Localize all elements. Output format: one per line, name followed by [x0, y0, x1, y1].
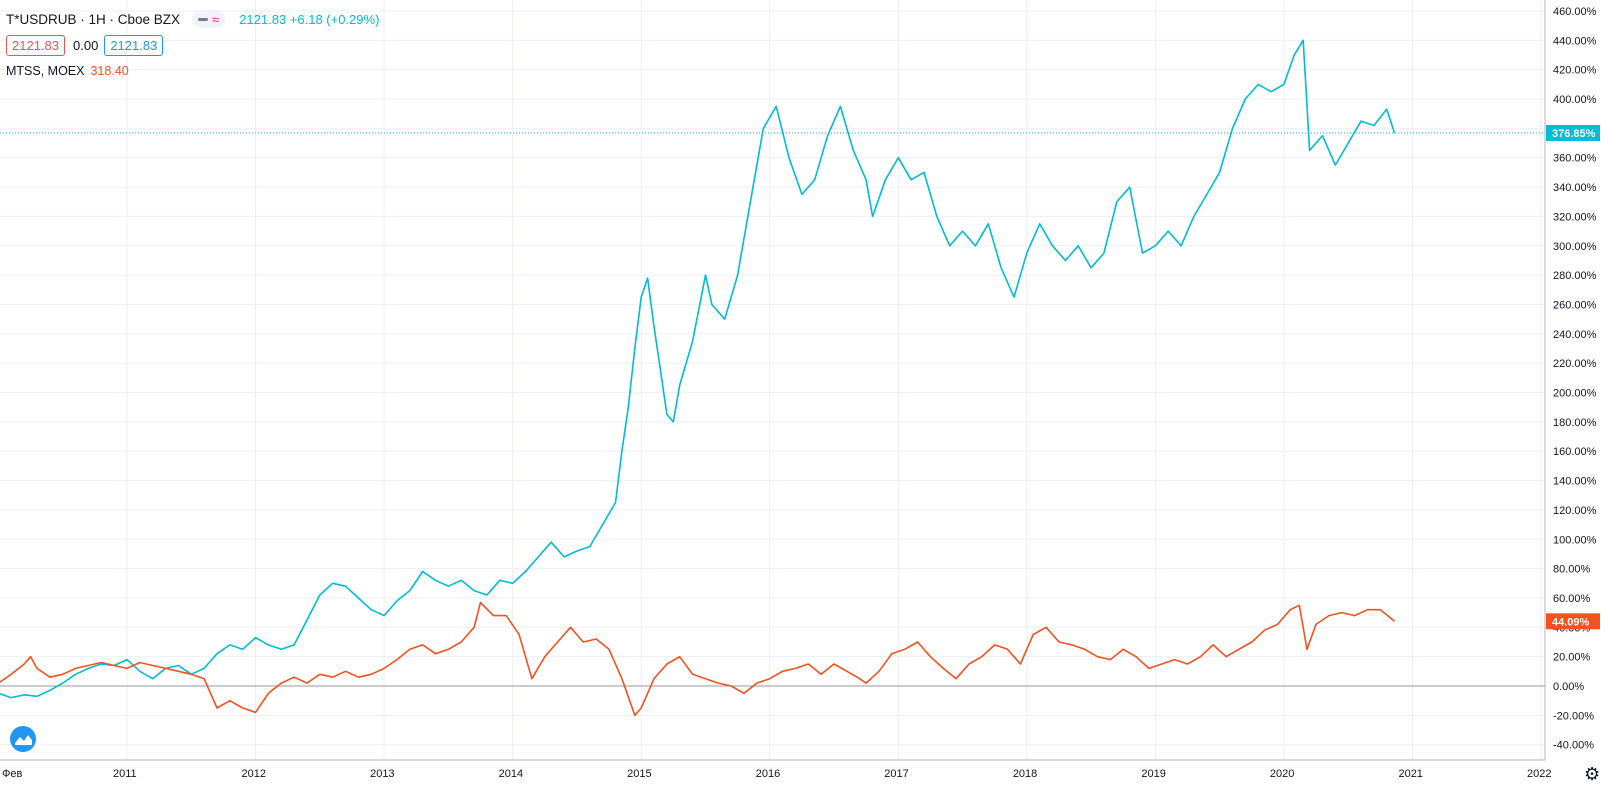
last-value-badge — [1546, 613, 1600, 630]
series-line-usdrub — [0, 39, 1396, 699]
chart-series — [0, 39, 1545, 717]
change-value: 0.00 — [73, 37, 99, 53]
x-tick-label: 2017 — [884, 768, 908, 780]
last-value-badge — [1546, 125, 1600, 142]
y-tick-label: 440.00% — [1553, 35, 1597, 47]
y-tick-label: 60.00% — [1553, 593, 1591, 605]
y-tick-label: 0.00% — [1553, 681, 1584, 693]
compare-symbol-value: 318.40 — [90, 64, 129, 78]
y-tick-label: 100.00% — [1553, 534, 1597, 546]
approx-icon[interactable]: ≈ — [212, 11, 220, 27]
last-value-label: 376.85% — [1552, 128, 1596, 140]
x-tick-label: 2014 — [499, 768, 523, 780]
gear-icon[interactable]: ⚙ — [1584, 764, 1601, 784]
x-tick-label: 2016 — [756, 768, 780, 780]
y-tick-label: 280.00% — [1553, 270, 1597, 282]
y-tick-label: -40.00% — [1553, 740, 1594, 752]
y-tick-label: 260.00% — [1553, 299, 1597, 311]
main-symbol-row[interactable]: T*USDRUB · 1H · Cboe BZX ≈ 2121.83 +6.18… — [6, 8, 379, 30]
series-line-mtss — [0, 601, 1396, 717]
compare-symbol-label[interactable]: MTSS, MOEX — [6, 64, 85, 78]
x-tick-label: 2020 — [1270, 768, 1294, 780]
y-tick-label: 160.00% — [1553, 446, 1597, 458]
y-tick-label: 120.00% — [1553, 505, 1597, 517]
y-tick-label: -20.00% — [1553, 710, 1594, 722]
y-tick-label: 140.00% — [1553, 476, 1597, 488]
y-tick-label: 20.00% — [1553, 652, 1591, 664]
x-tick-label: 2022 — [1527, 768, 1551, 780]
y-tick-label: 360.00% — [1553, 153, 1597, 165]
open-value-box: 2121.83 — [6, 34, 65, 56]
legend-toggle-pill[interactable]: ≈ — [192, 10, 226, 28]
y-tick-label: 240.00% — [1553, 329, 1597, 341]
symbol-last-value: 2121.83 +6.18 (+0.29%) — [239, 11, 380, 27]
y-tick-label: 200.00% — [1553, 388, 1597, 400]
chart-legend: T*USDRUB · 1H · Cboe BZX ≈ 2121.83 +6.18… — [6, 8, 379, 82]
compare-symbol-row[interactable]: MTSS, MOEX 318.40 — [6, 60, 379, 82]
x-tick-label: Фев — [2, 768, 22, 780]
x-tick-label: 2019 — [1141, 768, 1165, 780]
y-tick-label: 400.00% — [1553, 94, 1597, 106]
y-tick-label: 300.00% — [1553, 241, 1597, 253]
tradingview-logo-icon[interactable] — [10, 726, 36, 752]
x-tick-label: 2012 — [242, 768, 266, 780]
y-tick-label: 460.00% — [1553, 6, 1597, 18]
x-tick-label: 2015 — [627, 768, 651, 780]
x-tick-label: 2011 — [113, 768, 137, 780]
chart-grid — [0, 0, 1545, 760]
last-value-label: 44.09% — [1552, 616, 1590, 628]
y-tick-label: 180.00% — [1553, 417, 1597, 429]
y-tick-label: 340.00% — [1553, 182, 1597, 194]
symbol-title[interactable]: T*USDRUB · 1H · Cboe BZX — [6, 11, 181, 27]
x-tick-label: 2021 — [1398, 768, 1422, 780]
y-tick-label: 220.00% — [1553, 358, 1597, 370]
x-tick-label: 2013 — [370, 768, 394, 780]
y-tick-label: 420.00% — [1553, 65, 1597, 77]
hide-line-icon[interactable] — [198, 17, 209, 21]
ohlc-row: 2121.83 0.00 2121.83 — [6, 34, 379, 56]
close-value-box: 2121.83 — [104, 34, 164, 56]
x-tick-label: 2018 — [1013, 768, 1037, 780]
y-tick-label: 80.00% — [1553, 564, 1591, 576]
y-tick-label: 320.00% — [1553, 211, 1597, 223]
